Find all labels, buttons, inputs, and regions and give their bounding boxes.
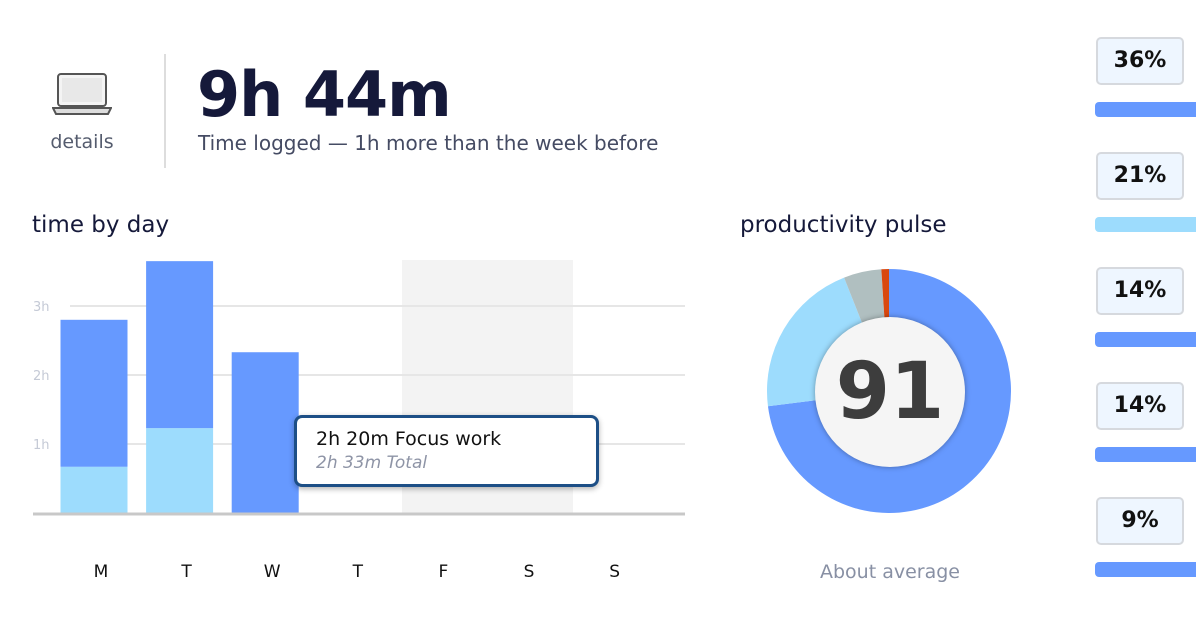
details-link[interactable]: details — [50, 131, 114, 153]
bar-segment[interactable] — [231, 352, 299, 513]
time-by-day-title: time by day — [32, 212, 170, 238]
category-bar — [1095, 562, 1196, 577]
tooltip-focus: 2h 20m Focus work — [316, 428, 502, 450]
bar-segment[interactable] — [146, 261, 214, 429]
category-bar — [1095, 217, 1196, 232]
time-by-day-chart: 1h 2h 3h M T W T F S S — [33, 260, 685, 582]
x-tick-label: S — [609, 562, 620, 582]
x-tick-label: S — [524, 562, 535, 582]
productivity-score: 91 — [815, 317, 965, 467]
productivity-donut — [767, 269, 1011, 513]
category-percent: 21% — [1096, 152, 1184, 200]
x-tick-label: T — [180, 562, 192, 582]
bar-segment[interactable] — [146, 428, 214, 513]
productivity-pulse-title: productivity pulse — [740, 212, 947, 238]
y-tick-label: 3h — [33, 300, 50, 315]
x-tick-label: M — [94, 562, 109, 582]
divider — [164, 54, 166, 168]
x-tick-label: W — [264, 562, 281, 582]
total-time: 9h 44m — [197, 58, 452, 131]
category-bar — [1095, 332, 1196, 347]
time-logged-subtitle: Time logged — 1h more than the week befo… — [198, 131, 659, 155]
donut-slice — [767, 277, 864, 407]
tooltip: 2h 20m Focus work 2h 33m Total — [294, 415, 599, 487]
category-percent: 14% — [1096, 267, 1184, 315]
category-bar — [1095, 447, 1196, 462]
y-tick-label: 2h — [33, 369, 50, 384]
bar-segment[interactable] — [60, 466, 128, 513]
bar-segment[interactable] — [60, 319, 128, 467]
category-percent: 9% — [1096, 497, 1184, 545]
productivity-caption: About average — [820, 561, 960, 583]
donut-slice — [844, 269, 885, 326]
donut-slice — [881, 269, 889, 322]
y-tick-label: 1h — [33, 438, 50, 453]
x-tick-label: T — [352, 562, 364, 582]
tooltip-total: 2h 33m Total — [316, 453, 428, 473]
category-percent: 14% — [1096, 382, 1184, 430]
x-tick-label: F — [439, 562, 449, 582]
category-bar — [1095, 102, 1196, 117]
category-percent: 36% — [1096, 37, 1184, 85]
donut-slice — [767, 269, 1011, 513]
laptop-icon — [52, 73, 112, 115]
